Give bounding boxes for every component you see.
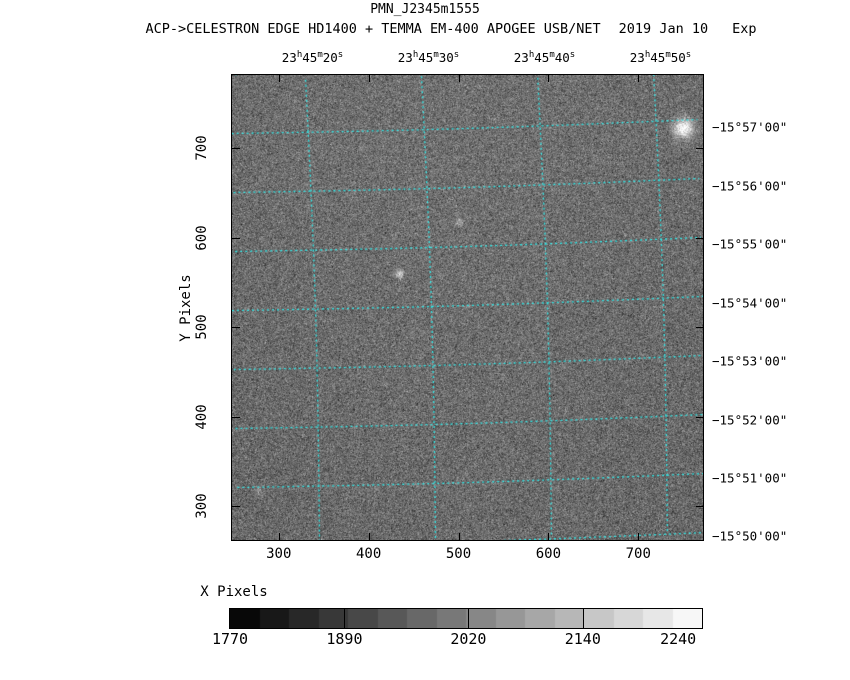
x-tick-top-3 [548,74,550,82]
x-axis-tick-label: 400 [355,546,382,562]
y-tick-right-1 [696,416,704,418]
y-axis-tick-label: 600 [194,225,210,251]
ra-tick-label: 23h45m20s [281,50,344,65]
dec-tick-label: −15°51'00" [712,470,788,486]
y-axis-title: Y Pixels [178,274,194,342]
object-name: PMN_J2345m1555 [370,2,480,17]
x-tick-bottom-0 [278,533,280,541]
x-tick-top-2 [458,74,460,82]
x-axis-title: X Pixels [200,584,268,600]
dec-tick-label: −15°56'00" [712,178,788,193]
observation-date: 2019 Jan 10 [618,21,709,37]
dec-tick-label: −15°50'00" [712,528,788,544]
dec-tick-label: −15°54'00" [712,295,788,310]
y-tick-right-4 [696,148,704,150]
y-axis-tick-label: 300 [194,493,210,519]
y-tick-left-0 [232,506,240,508]
colorbar-tick-label: 2020 [450,630,487,648]
ra-tick-label: 23h45m50s [629,50,692,65]
colorbar-divider-3 [582,609,584,628]
y-tick-left-4 [232,148,240,150]
y-axis-tick-label: 400 [194,403,210,430]
x-axis-tick-label: 500 [445,546,472,562]
colorbar-gradient [230,609,702,628]
colorbar-tick-label: 1890 [326,630,363,648]
dec-tick-label: −15°55'00" [712,236,788,252]
coordinate-grid-overlay [232,75,703,540]
x-tick-bottom-4 [638,533,640,541]
y-tick-right-2 [696,327,704,329]
x-tick-top-0 [278,74,280,82]
ra-tick-label: 23h45m40s [513,50,576,65]
colorbar-divider-1 [344,609,346,628]
colorbar-tick-label: 1770 [211,630,249,648]
page-title: PMN_J2345m1555 [0,2,850,17]
y-tick-left-1 [232,416,240,418]
colorbar[interactable] [229,608,703,629]
x-axis-tick-label: 300 [266,546,292,562]
dec-tick-label: −15°53'00" [712,353,788,369]
x-tick-bottom-1 [368,533,370,541]
exposure-label: Exp [732,21,757,37]
ra-tick-label: 23h45m30s [397,50,460,65]
y-tick-left-3 [232,237,240,239]
image-plot-area[interactable] [231,74,704,541]
instrument-line: ACP->CELESTRON EDGE HD1400 + TEMMA EM-40… [145,21,601,37]
colorbar-divider-2 [468,609,470,628]
x-axis-tick-label: 700 [625,546,651,562]
x-axis-tick-label: 600 [535,546,562,562]
y-axis-tick-label: 700 [194,135,210,161]
x-tick-bottom-2 [458,533,460,541]
colorbar-tick-label: 2140 [564,630,601,648]
colorbar-tick-label: 2240 [660,630,697,648]
y-tick-right-3 [696,237,704,239]
x-tick-bottom-3 [548,533,550,541]
x-tick-top-4 [638,74,640,82]
dec-tick-label: −15°52'00" [712,412,788,427]
y-tick-right-0 [696,506,704,508]
x-tick-top-1 [368,74,370,82]
y-axis-tick-label: 500 [194,314,210,340]
y-tick-left-2 [232,327,240,329]
subtitle-bar: ACP->CELESTRON EDGE HD1400 + TEMMA EM-40… [0,21,850,37]
dec-tick-label: −15°57'00" [712,119,788,134]
